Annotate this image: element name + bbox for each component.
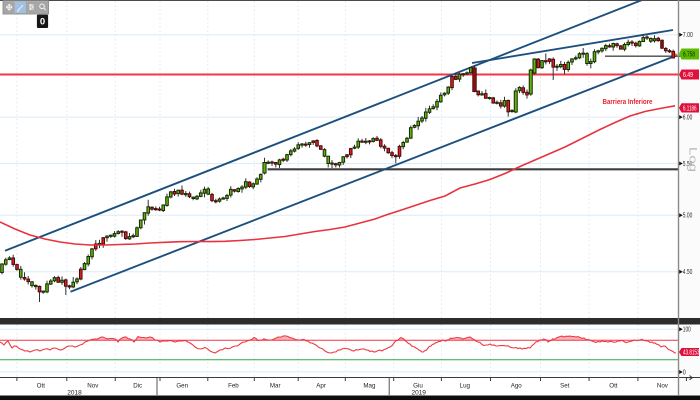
svg-text:Feb: Feb [228, 383, 239, 390]
svg-text:4.50: 4.50 [683, 269, 693, 276]
svg-text:Gen: Gen [176, 383, 188, 390]
svg-text:2019: 2019 [411, 390, 426, 397]
svg-text:Mar: Mar [270, 383, 281, 390]
svg-text:Mag: Mag [363, 383, 376, 390]
svg-text:Apr: Apr [316, 383, 326, 390]
svg-text:100: 100 [683, 327, 691, 334]
svg-text:Giu: Giu [413, 383, 423, 390]
svg-text:6.758: 6.758 [683, 52, 695, 59]
svg-text:Set: Set [560, 383, 570, 390]
svg-text:Nov: Nov [87, 383, 99, 390]
svg-text:6.00: 6.00 [683, 115, 693, 122]
svg-text:Barriera Inferiore: Barriera Inferiore [603, 97, 653, 106]
svg-text:7.00: 7.00 [683, 32, 693, 39]
svg-text:Dic: Dic [133, 383, 142, 390]
svg-text:Lug: Lug [460, 383, 471, 390]
svg-text:Log: Log [687, 147, 699, 172]
svg-text:Ott: Ott [37, 383, 46, 390]
svg-text:0: 0 [683, 369, 686, 376]
svg-text:2018: 2018 [67, 390, 82, 397]
svg-text:Ago: Ago [511, 383, 523, 390]
svg-text:6.1186: 6.1186 [683, 105, 697, 112]
svg-text:0: 0 [40, 17, 45, 28]
svg-text:Ott: Ott [609, 383, 618, 390]
svg-text:6.49: 6.49 [683, 72, 693, 79]
svg-text:5.00: 5.00 [683, 213, 693, 220]
svg-text:5.50: 5.50 [683, 161, 693, 168]
svg-text:43.8153: 43.8153 [683, 350, 700, 357]
svg-text:Nov: Nov [657, 383, 669, 390]
